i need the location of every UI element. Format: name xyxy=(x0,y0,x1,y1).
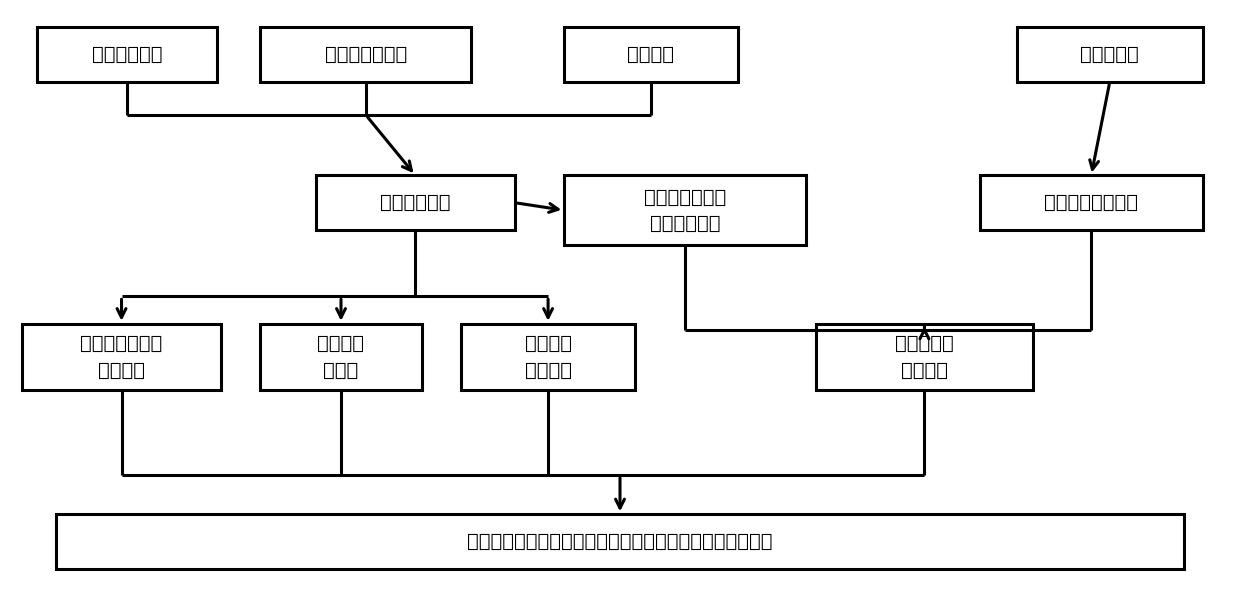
Text: 断裂带结构敏感
属性参数优选: 断裂带结构敏感 属性参数优选 xyxy=(644,188,727,233)
Text: 岩芯及完井资料: 岩芯及完井资料 xyxy=(325,45,407,64)
Text: 断裂带所过地层
泥岩含量: 断裂带所过地层 泥岩含量 xyxy=(81,334,162,380)
Text: 一种基于测井资料提取静态品质系数的断层封闭性评价方法: 一种基于测井资料提取静态品质系数的断层封闭性评价方法 xyxy=(467,532,773,551)
Text: 裂缝定量表征参数: 裂缝定量表征参数 xyxy=(1044,193,1138,212)
Text: 断裂面应
力状态: 断裂面应 力状态 xyxy=(317,334,365,380)
FancyBboxPatch shape xyxy=(260,27,471,82)
FancyBboxPatch shape xyxy=(564,27,738,82)
FancyBboxPatch shape xyxy=(980,175,1203,230)
FancyBboxPatch shape xyxy=(260,324,422,390)
Text: 断裂带结构
表征参数: 断裂带结构 表征参数 xyxy=(895,334,954,380)
Text: 电成像资料: 电成像资料 xyxy=(1080,45,1140,64)
Text: 地层流体
压力状态: 地层流体 压力状态 xyxy=(525,334,572,380)
FancyBboxPatch shape xyxy=(564,175,806,245)
FancyBboxPatch shape xyxy=(316,175,515,230)
Text: 地震剖面: 地震剖面 xyxy=(627,45,675,64)
FancyBboxPatch shape xyxy=(56,514,1184,569)
Text: 常规测井资料: 常规测井资料 xyxy=(92,45,162,64)
FancyBboxPatch shape xyxy=(37,27,217,82)
FancyBboxPatch shape xyxy=(1017,27,1203,82)
FancyBboxPatch shape xyxy=(816,324,1033,390)
FancyBboxPatch shape xyxy=(461,324,635,390)
Text: 测井属性分析: 测井属性分析 xyxy=(381,193,450,212)
FancyBboxPatch shape xyxy=(22,324,221,390)
